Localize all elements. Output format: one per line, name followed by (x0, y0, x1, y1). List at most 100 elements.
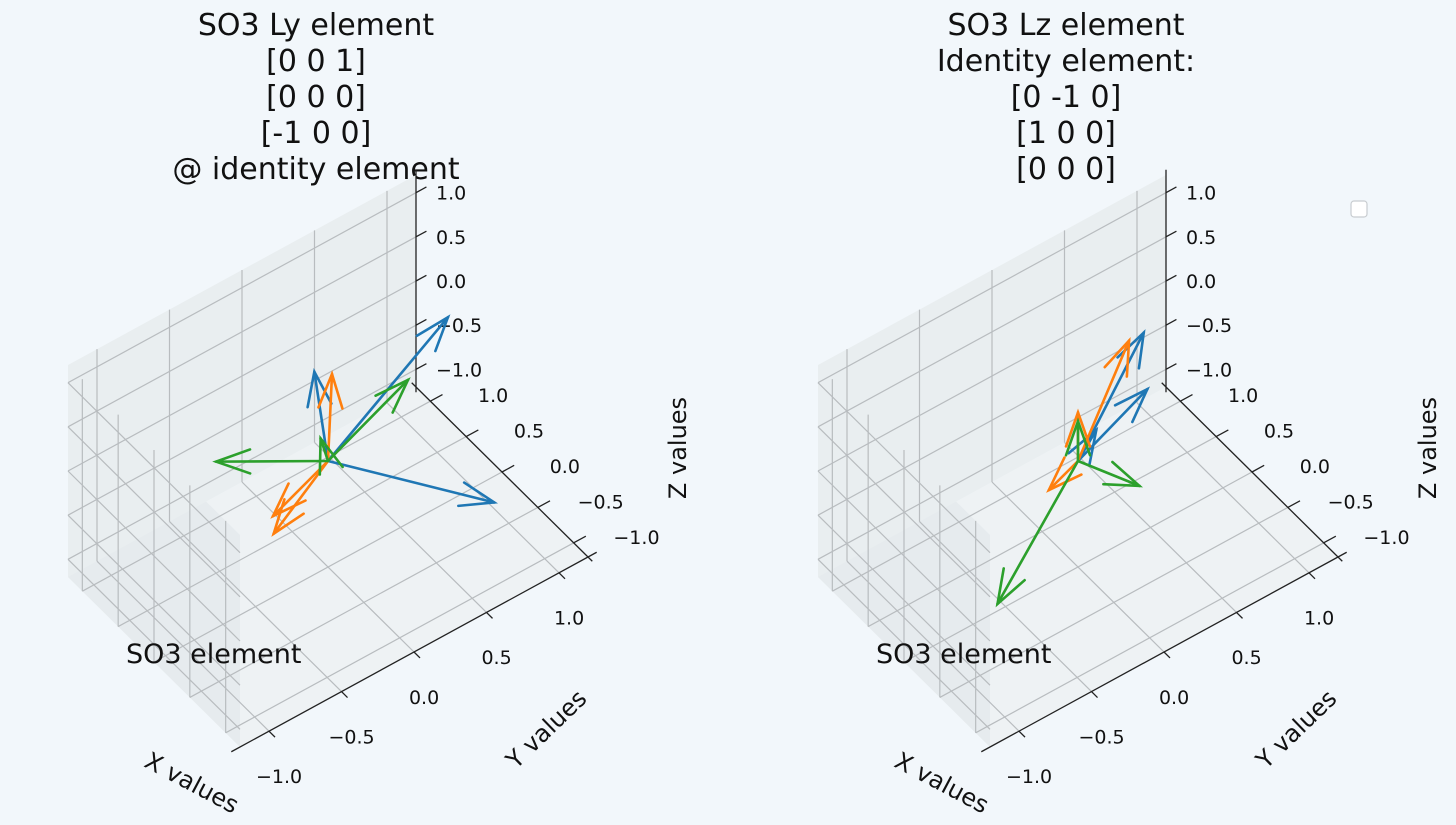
vector-arrow-green (1064, 417, 1092, 463)
vector-arrow-blue (1076, 386, 1151, 463)
vector-shaft (1076, 339, 1131, 463)
x-tick-mark (558, 572, 566, 580)
title-line: [1 0 0] (1016, 116, 1116, 151)
x-tick-mark (413, 651, 421, 659)
gridline (867, 436, 1217, 628)
x-tick-mark (1236, 611, 1243, 619)
vector-arrow-green (212, 448, 330, 475)
subplot-ly-element: SO3 Ly element[0 0 1][0 0 0][-1 0 0]@ id… (67, 8, 692, 820)
vector-shaft (326, 459, 496, 504)
gridline (817, 192, 1167, 384)
gridline (903, 471, 1253, 663)
z-tick-mark (415, 274, 427, 282)
gridline (67, 236, 417, 428)
vector-shaft (319, 437, 330, 463)
gridline (82, 400, 431, 592)
x-tick-label: −0.5 (329, 726, 375, 748)
title-line: Identity element: (937, 44, 1195, 79)
x-tick-mark (1308, 572, 1316, 580)
vector-head (1103, 336, 1131, 378)
z-tick-label: −0.5 (1186, 315, 1232, 337)
x-tick-label: 1.0 (554, 608, 584, 630)
y-tick-mark (1323, 535, 1337, 544)
so3-element-annotation: SO3 element (126, 639, 302, 670)
vector-shaft (1076, 387, 1149, 463)
y-tick-label: −0.5 (578, 491, 624, 513)
x-tick-mark (1091, 691, 1098, 698)
vector-arrow-orange (1076, 336, 1131, 463)
x-tick-label: −1.0 (256, 766, 302, 788)
gridline (314, 441, 487, 613)
title-line: SO3 Ly element (198, 8, 434, 43)
vector-head (1064, 417, 1092, 457)
title-line: [0 0 0] (266, 80, 366, 115)
y-tick-mark (537, 500, 551, 508)
vector-head (415, 314, 451, 353)
z-tick-label: 0.0 (436, 271, 466, 293)
vector-head (317, 370, 344, 410)
y-tick-mark (1180, 393, 1193, 402)
x-tick-mark (486, 611, 493, 619)
gridline (817, 426, 991, 598)
z-tick-label: 1.0 (1186, 183, 1216, 205)
gridline (67, 470, 241, 642)
vector-head (1064, 408, 1092, 448)
vector-shaft (1047, 459, 1080, 492)
gridline (832, 400, 1181, 592)
x-tick-mark (341, 691, 348, 698)
y-tick-label: 0.5 (514, 421, 544, 443)
y-tick-label: −1.0 (1363, 527, 1409, 549)
z-tick-mark (1165, 318, 1177, 326)
gridline (153, 471, 503, 663)
z-tick-mark (415, 318, 427, 326)
vector-shaft (996, 459, 1080, 606)
y-tick-label: 1.0 (478, 385, 508, 407)
x-tick-mark (1018, 730, 1026, 738)
gridline (817, 470, 991, 642)
vector-shaft (1076, 459, 1141, 488)
gridline (67, 426, 241, 598)
z-tick-mark (415, 186, 427, 194)
gridline (67, 382, 241, 554)
x-axis-label: X values (890, 747, 993, 820)
x-tick-label: 0.0 (409, 687, 439, 709)
vector-head (1046, 456, 1083, 493)
vector-arrow-orange (317, 370, 344, 463)
z-tick-mark (1165, 186, 1177, 194)
vector-shaft (214, 459, 330, 463)
vector-arrow-green (1076, 459, 1144, 488)
title-line: [0 0 1] (266, 44, 366, 79)
gridline (817, 236, 1167, 428)
x-tick-mark (268, 730, 276, 738)
vector-head (457, 481, 499, 508)
gridline (1136, 402, 1310, 574)
vector-head (271, 498, 305, 537)
x-axis-label: X values (140, 747, 243, 820)
vector-arrow-blue (326, 459, 499, 508)
x-tick-label: 0.5 (481, 647, 511, 669)
vector-shaft (326, 372, 334, 463)
vector-arrow-orange (1046, 456, 1083, 493)
z-tick-mark (415, 363, 427, 370)
z-tick-label: 0.5 (1186, 227, 1216, 249)
vector-arrow-green (326, 377, 411, 463)
y-tick-mark (1287, 500, 1301, 508)
vector-head (1102, 460, 1144, 488)
y-tick-mark (430, 393, 443, 402)
x-tick-label: 0.5 (1231, 647, 1261, 669)
gridline (117, 436, 467, 628)
z-tick-label: 0.5 (436, 227, 466, 249)
y-tick-mark (465, 429, 479, 438)
vector-head (212, 448, 252, 475)
y-tick-mark (573, 535, 587, 544)
title-line: [0 0 0] (1016, 152, 1116, 187)
vector-arrow-green (995, 459, 1080, 608)
vector-head (1113, 386, 1151, 424)
z-tick-label: −1.0 (1186, 359, 1232, 381)
x-tick-label: −0.5 (1079, 726, 1125, 748)
x-tick-label: −1.0 (1006, 766, 1052, 788)
vector-arrow-green (318, 434, 344, 476)
x-tick-label: 1.0 (1304, 608, 1334, 630)
